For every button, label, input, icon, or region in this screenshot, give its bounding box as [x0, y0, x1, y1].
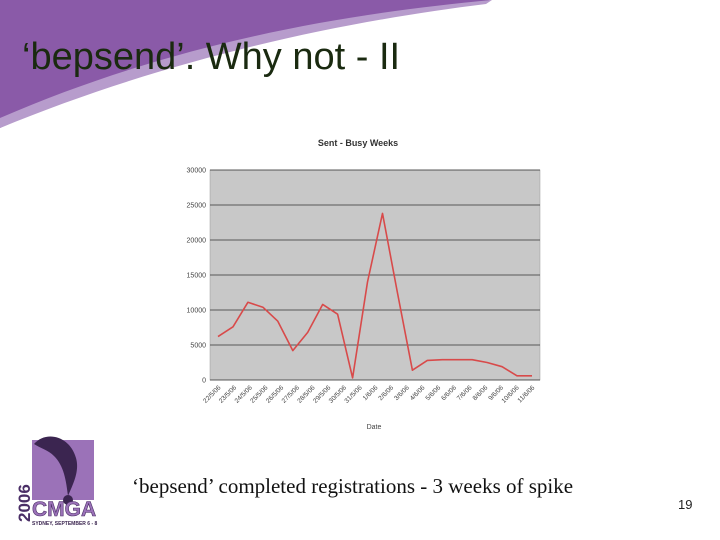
logo-swirl	[34, 436, 78, 496]
slide-caption: ‘bepsend’ completed registrations - 3 we…	[132, 474, 574, 498]
banner-swoosh	[0, 0, 492, 128]
y-axis-ticks: 0 5000 10000 15000 20000 25000 30000	[187, 168, 207, 385]
x-tick-label: 1/6/06	[362, 384, 380, 402]
x-tick-label: 6/6/06	[440, 384, 458, 402]
title-banner	[0, 0, 492, 128]
y-tick-label: 15000	[187, 273, 207, 280]
x-tick-label: 8/6/06	[472, 384, 490, 402]
x-tick-label: 4/6/06	[409, 384, 427, 402]
y-tick-label: 10000	[187, 308, 207, 315]
x-tick-label: 31/5/06	[343, 384, 364, 405]
y-tick-label: 20000	[187, 238, 207, 245]
logo-year: 2006	[15, 484, 34, 522]
y-tick-label: 0	[202, 378, 206, 385]
x-tick-label: 5/6/06	[424, 384, 442, 402]
chart-title: Sent - Busy Weeks	[318, 138, 398, 148]
x-tick-label: 7/6/06	[456, 384, 474, 402]
y-tick-label: 5000	[190, 343, 206, 350]
line-chart: Sent - Busy Weeks 0 5000 10000 15000 20000 25…	[187, 138, 541, 431]
x-axis-label: Date	[367, 424, 382, 431]
logo-name: CMGA	[32, 498, 96, 521]
x-axis-ticks: 22/5/0623/5/0624/5/0625/5/0626/5/0627/5/…	[202, 384, 537, 405]
series-line	[217, 212, 532, 379]
slide-title: ‘bepsend’. Why not - II	[22, 36, 401, 78]
logo-tagline: SYDNEY, SEPTEMBER 6 - 8	[32, 521, 98, 527]
x-tick-label: 3/6/06	[393, 384, 411, 402]
x-tick-label: 11/6/06	[516, 384, 536, 404]
gridlines	[210, 169, 540, 381]
cmga-logo: 2006 CMGA SYDNEY, SEPTEMBER 6 - 8	[15, 436, 98, 527]
y-tick-label: 30000	[187, 168, 207, 175]
y-tick-label: 25000	[187, 203, 207, 210]
logo-dot	[63, 495, 73, 505]
x-tick-label: 2/6/06	[377, 384, 395, 402]
page-number: 19	[678, 497, 693, 512]
